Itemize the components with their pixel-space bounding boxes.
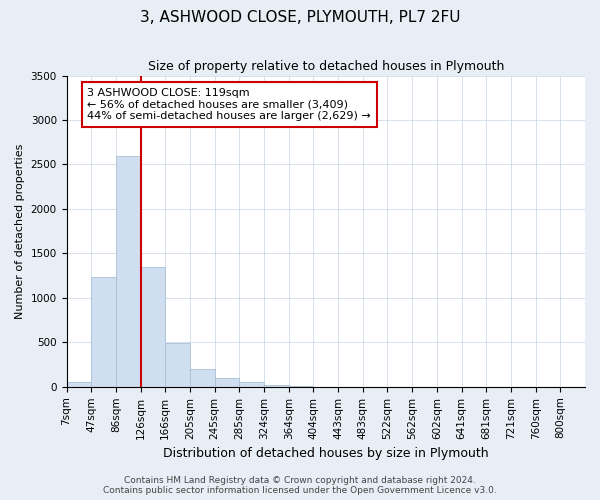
Bar xyxy=(91,276,116,387)
Y-axis label: Number of detached properties: Number of detached properties xyxy=(15,144,25,319)
X-axis label: Distribution of detached houses by size in Plymouth: Distribution of detached houses by size … xyxy=(163,447,488,460)
Bar xyxy=(116,156,140,387)
Bar xyxy=(140,267,165,387)
Bar xyxy=(67,382,91,387)
Title: Size of property relative to detached houses in Plymouth: Size of property relative to detached ho… xyxy=(148,60,504,73)
Bar xyxy=(165,343,190,387)
Text: 3, ASHWOOD CLOSE, PLYMOUTH, PL7 2FU: 3, ASHWOOD CLOSE, PLYMOUTH, PL7 2FU xyxy=(140,10,460,25)
Text: 3 ASHWOOD CLOSE: 119sqm
← 56% of detached houses are smaller (3,409)
44% of semi: 3 ASHWOOD CLOSE: 119sqm ← 56% of detache… xyxy=(87,88,371,121)
Bar xyxy=(239,382,264,387)
Bar xyxy=(215,378,239,387)
Text: Contains HM Land Registry data © Crown copyright and database right 2024.
Contai: Contains HM Land Registry data © Crown c… xyxy=(103,476,497,495)
Bar xyxy=(264,386,289,387)
Bar xyxy=(190,370,215,387)
